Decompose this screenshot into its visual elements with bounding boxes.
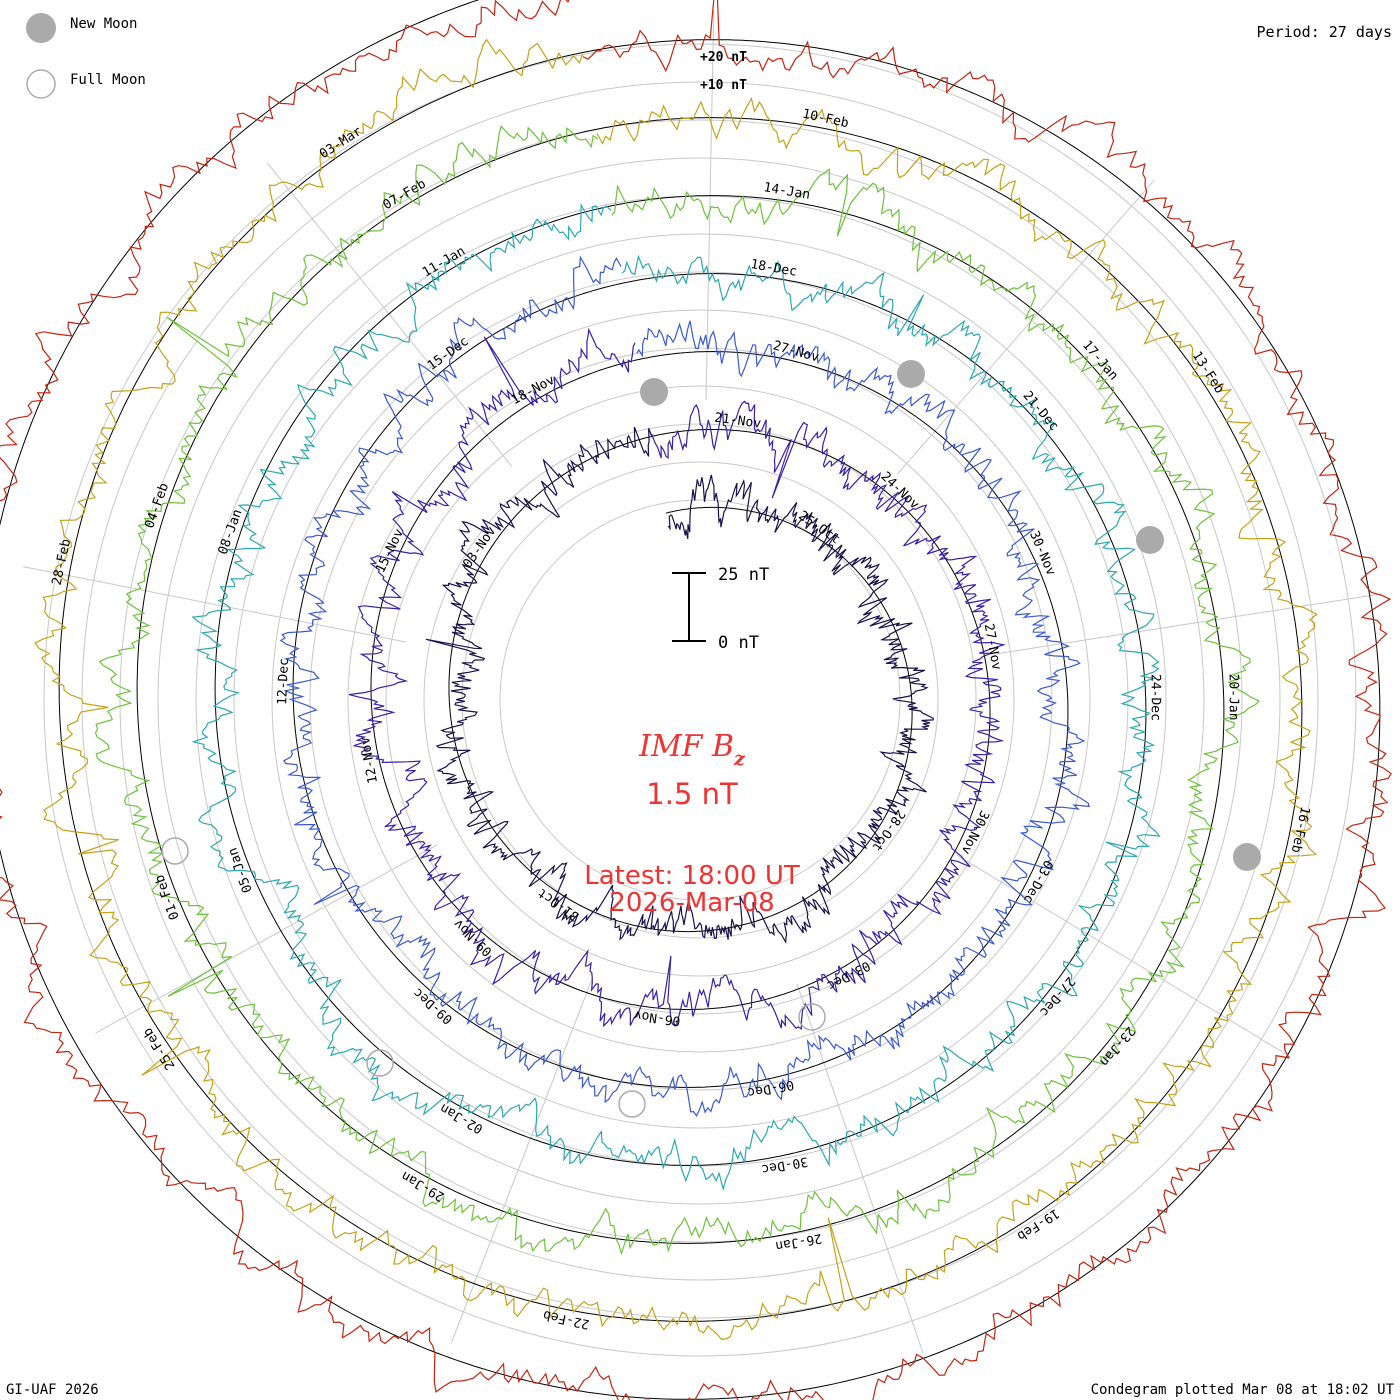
date-label: 28-Feb [50,537,75,586]
grid-spoke [897,180,1155,475]
date-label: 03-Dec [824,957,872,992]
legend: New Moon Full Moon [26,13,146,99]
date-label: 03-Nov [460,524,499,571]
grid-spoke [956,854,1291,1058]
new-moon-marker [1136,526,1164,554]
date-label: 06-Nov [633,1007,682,1028]
series-line-rotation-2 [279,255,1091,1117]
new-moon-legend-icon [26,13,56,43]
series-line-rotation-5 [34,38,1318,1341]
date-label: 20-Jan [1226,674,1241,721]
date-label: 24-Dec [1148,674,1163,721]
full-moon-legend-label: Full Moon [70,72,146,88]
date-label: 30-Nov [958,808,992,857]
date-label: 12-Nov [358,736,381,785]
date-label: 10-Feb [801,107,850,132]
grid-ring [499,499,901,901]
grid-spoke [705,10,715,401]
full-moon-marker [798,1003,826,1031]
date-label: 09-Nov [451,916,495,959]
grid-ring [195,195,1205,1205]
date-label: 29-Jan [399,1168,447,1204]
chart-title-subscript: z [733,748,746,770]
new-moon-marker [1233,843,1261,871]
date-label: 22-Feb [542,1307,591,1332]
full-moon-marker [618,1090,646,1118]
date-label: 18-Nov [509,373,558,409]
date-label: 21-Dec [1020,388,1062,434]
grid-ring [309,309,1091,1091]
grid-spoke [95,844,438,1034]
current-value: 1.5 nT [646,777,738,811]
new-moon-legend-label: New Moon [70,16,137,32]
footer-plotted: Condegram plotted Mar 08 at 18:02 UT [1091,1382,1395,1398]
grid-ring [119,119,1281,1281]
date-label: 24-Nov [878,469,922,512]
grid-spoke [796,983,924,1354]
date-label: 15-Nov [373,526,407,575]
full-moon-legend-icon [26,69,56,99]
grid-spoke [450,979,593,1344]
footer-credit: GI-UAF 2026 [6,1382,99,1398]
period-label: Period: 27 days [1257,23,1392,41]
chart-title: IMF Bz [638,729,746,770]
grid-ring [43,43,1357,1357]
series-line-rotation-1 [348,327,1006,1030]
moon-markers [161,360,1261,1118]
full-moon-marker [161,837,189,865]
grid-spoke [22,566,406,643]
series-line-rotation-3 [191,202,1161,1192]
grid-ring [461,461,939,939]
date-label: 26-Jan [774,1230,823,1253]
date-label: 14-Jan [762,180,811,203]
ring-label-10: +10 nT [700,78,747,93]
grid-ring [347,347,1053,1053]
grid-spoke [266,162,513,467]
grid-ring [271,271,1129,1129]
scale-bar-bottom-label: 0 nT [718,633,759,653]
date-label: 11-Jan [420,244,468,281]
date-label: 03-Dec [1020,857,1055,905]
series-line-rotation-4 [94,125,1260,1256]
ring-label-20: +20 nT [700,50,747,65]
grid-spoke [996,593,1382,655]
date-label: 30-Dec [760,1153,809,1176]
scale-bar-top-label: 25 nT [718,565,769,585]
date-labels: 25-Oct28-Oct31-Oct03-Nov21-Nov24-Nov27-N… [50,107,1313,1332]
latest-date: 2026-Mar-08 [609,888,774,918]
date-label: 21-Nov [713,411,762,432]
date-label: 27-Nov [981,622,1004,671]
date-label: 02-Jan [438,1100,486,1136]
new-moon-marker [640,378,668,406]
date-label: 28-Oct [869,807,908,854]
date-label: 12-Dec [275,658,292,706]
full-moon-marker [366,1049,394,1077]
date-label: 07-Feb [381,176,429,213]
grid-ring [157,157,1243,1243]
series-line-rotation-0 [425,426,934,945]
scale-bar: 25 nT 0 nT [672,565,769,653]
grid-ring [385,385,1015,1015]
latest-time: Latest: 18:00 UT [584,861,800,891]
new-moon-marker [897,360,925,388]
